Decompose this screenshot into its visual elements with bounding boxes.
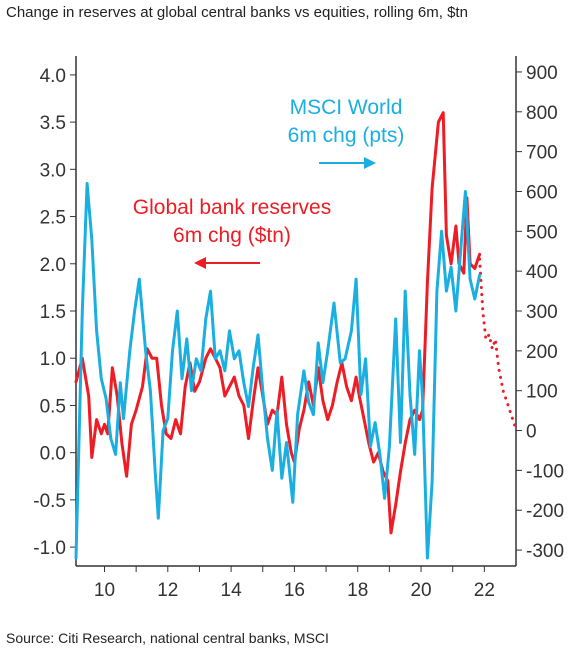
right-tick-label: -300 xyxy=(526,541,564,562)
reserves-projection-dotted-line xyxy=(478,257,518,431)
x-tick-label: 10 xyxy=(94,580,115,601)
left-tick-label: 3.0 xyxy=(40,160,66,181)
right-tick-label: 0 xyxy=(526,422,537,443)
left-tick-label: 2.5 xyxy=(40,208,66,229)
msci-annotation-line1: MSCI World xyxy=(290,96,403,119)
left-tick-label: 1.5 xyxy=(40,302,66,323)
left-tick-label: 4.0 xyxy=(40,66,66,87)
left-tick-label: -1.0 xyxy=(33,538,66,559)
x-tick-label: 22 xyxy=(474,580,495,601)
right-tick-label: 200 xyxy=(526,342,558,363)
reserves-line xyxy=(74,111,482,535)
x-tick-label: 12 xyxy=(157,580,178,601)
reserves-arrow-head xyxy=(194,257,206,269)
right-tick-label: 600 xyxy=(526,182,558,203)
right-tick-label: 400 xyxy=(526,262,558,283)
right-tick-label: 700 xyxy=(526,143,558,164)
right-tick-label: 100 xyxy=(526,382,558,403)
right-tick-label: 300 xyxy=(526,302,558,323)
right-tick-label: -200 xyxy=(526,501,564,522)
x-tick-label: 20 xyxy=(410,580,431,601)
x-tick-label: 14 xyxy=(221,580,243,601)
right-tick-label: -100 xyxy=(526,461,564,482)
left-tick-label: 1.0 xyxy=(40,349,66,370)
msci-annotation-line2: 6m chg (pts) xyxy=(288,124,405,147)
left-tick-label: 3.5 xyxy=(40,113,66,134)
reserves-annotation-line1: Global bank reserves xyxy=(133,196,331,219)
chart-axes: 4.0 3.5 3.0 2.5 2.0 1.5 1.0 0.5 0.0 -0.5 -1.0 900 80… xyxy=(33,56,564,601)
msci-world-line xyxy=(74,182,482,560)
right-tick-label: 900 xyxy=(526,63,558,84)
chart-title: Change in reserves at global central ban… xyxy=(6,4,468,21)
right-tick-label: 800 xyxy=(526,103,558,124)
right-tick-label: 500 xyxy=(526,222,558,243)
left-tick-label: -0.5 xyxy=(33,491,66,512)
reserves-annotation-line2: 6m chg ($tn) xyxy=(173,224,291,247)
msci-arrow-head xyxy=(364,157,376,169)
left-tick-label: 0.5 xyxy=(40,396,66,417)
x-tick-label: 18 xyxy=(347,580,368,601)
chart-source: Source: Citi Research, national central … xyxy=(6,630,329,646)
chart-series xyxy=(74,111,518,560)
left-tick-label: 2.0 xyxy=(40,255,66,276)
x-tick-label: 16 xyxy=(284,580,305,601)
left-tick-label: 0.0 xyxy=(40,444,66,465)
chart-annotations: MSCI World 6m chg (pts) Global bank rese… xyxy=(133,96,405,269)
